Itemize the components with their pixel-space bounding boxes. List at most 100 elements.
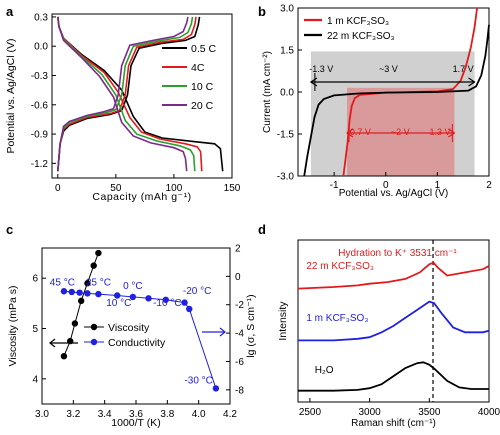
window-label-mid: ~2 V xyxy=(391,127,410,137)
x-tick-label: 2500 xyxy=(299,407,322,418)
data-point xyxy=(90,262,97,269)
x-axis-label: Capacity (mAh g⁻¹) xyxy=(92,191,191,203)
data-point xyxy=(84,280,91,287)
x-tick-label: 3500 xyxy=(418,407,441,418)
series-label: 1 m KCF₃SO₃ xyxy=(306,313,368,324)
data-point xyxy=(60,352,68,360)
y-tick-label: 6 xyxy=(32,274,38,285)
x-tick-label: 4.2 xyxy=(223,409,237,420)
series-line xyxy=(298,300,490,342)
panel-label-d: d xyxy=(258,222,266,237)
data-point xyxy=(76,289,83,296)
axis-pointer-head xyxy=(219,327,226,337)
series-line-charge xyxy=(57,16,197,172)
x-tick-label: 100 xyxy=(166,183,183,194)
data-point xyxy=(186,305,193,313)
x-tick-label: 3.8 xyxy=(160,409,174,420)
data-point xyxy=(162,296,169,303)
x-axis-label: 1000/T (K) xyxy=(111,417,160,429)
plot-frame xyxy=(297,239,490,403)
window-label-high: 1.3 V xyxy=(429,127,450,137)
window-label-low: -0.7 V xyxy=(347,127,371,137)
temperature-annotation: 25 °C xyxy=(86,278,111,289)
series-line-discharge xyxy=(57,16,188,172)
series-line-charge xyxy=(57,16,201,172)
y-axis-label: Viscosity (mPa s) xyxy=(7,286,19,367)
y2-tick-label: -4 xyxy=(235,329,244,340)
y-tick-label: 0.3 xyxy=(34,12,48,23)
x-tick-label: 150 xyxy=(224,183,241,194)
x-axis-label: Potential vs. Ag/AgCl (V) xyxy=(339,188,449,199)
x-tick-label: 3.4 xyxy=(98,409,112,420)
legend-label: 20 C xyxy=(191,100,214,112)
panel-c-chart: 3.0 3.2 3.4 3.6 3.8 4.0 4.2 4 5 6 2 0 -2 -4 -6 -8 1000/T… xyxy=(7,244,257,430)
temperature-annotation: -20 °C xyxy=(183,286,211,297)
window-label-high: 1.7 V xyxy=(453,64,474,74)
legend-label: 1 m KCF₃SO₃ xyxy=(327,16,389,27)
y-tick-label: -3.0 xyxy=(277,172,295,183)
y2-tick-label: -8 xyxy=(235,385,244,396)
temperature-annotation: -10 °C xyxy=(153,298,181,309)
y-axis-label: Current (mA cm⁻²) xyxy=(262,51,273,133)
y-axis-label: Intensity xyxy=(277,301,289,341)
window-arrowhead-right xyxy=(468,77,476,87)
data-point xyxy=(212,385,220,392)
data-point xyxy=(95,290,102,298)
series-label: 22 m KCF₃SO₃ xyxy=(306,261,374,272)
temperature-annotation: 10 °C xyxy=(106,298,131,309)
window-arrowhead-right xyxy=(448,128,456,138)
x-tick-label: -1 xyxy=(330,180,339,191)
legend-label: 22 m KCF₃SO₃ xyxy=(327,31,395,42)
window-arrowhead-left xyxy=(345,128,354,138)
series-line xyxy=(298,361,489,392)
x-tick-label: 3.6 xyxy=(129,409,143,420)
legend-label: Viscosity xyxy=(108,322,150,334)
legend-label: 10 C xyxy=(191,81,214,93)
series-line-charge xyxy=(57,16,194,172)
data-point xyxy=(77,297,85,305)
x-tick-label: 0 xyxy=(383,180,389,191)
data-point xyxy=(84,290,91,297)
annotation-label: Hydration to K⁺ 3531 cm⁻¹ xyxy=(338,248,457,259)
window-label-low: -1.3 V xyxy=(309,64,333,74)
x-tick-label: 0 xyxy=(55,183,61,194)
panel-label-b: b xyxy=(258,4,266,19)
y-tick-label: 0.0 xyxy=(280,88,294,99)
x-tick-label: 4.0 xyxy=(192,409,206,420)
panel-label-a: a xyxy=(6,4,14,19)
y2-tick-label: -6 xyxy=(235,357,244,368)
y-tick-label: 0.0 xyxy=(34,42,48,53)
series-line-charge xyxy=(57,16,189,172)
y-tick-label: 5 xyxy=(32,324,38,335)
y-tick-label: -0.9 xyxy=(31,130,49,141)
axis-pointer-head xyxy=(49,338,56,348)
y2-tick-label: -2 xyxy=(235,300,244,311)
series-line xyxy=(297,261,490,290)
y-tick-label: -0.6 xyxy=(31,100,49,111)
panel-a-chart: 0 50 100 150 -1.2 -0.9 -0.6 -0.3 0.0 0.3 Capacity … xyxy=(5,12,241,203)
data-point xyxy=(71,320,79,327)
y2-tick-label: 2 xyxy=(235,244,241,255)
data-point xyxy=(181,299,188,306)
x-tick-label: 1 xyxy=(435,180,441,191)
temperature-annotation: 45 °C xyxy=(50,278,75,289)
x-tick-label: 50 xyxy=(110,183,122,194)
x-tick-label: 3.2 xyxy=(66,409,80,420)
x-tick-label: 4000 xyxy=(478,407,500,418)
panel-b-chart: -1 0 1 2 -3.0 -1.5 0.0 1.5 3.0 Potential vs. Ag/A… xyxy=(262,4,492,200)
data-point xyxy=(68,288,75,296)
y-tick-label: -1.2 xyxy=(31,159,49,170)
plot-frame xyxy=(51,13,233,179)
y-axis-label: Potential vs. Ag/AgCl (V) xyxy=(5,39,17,154)
legend-label: 0.5 C xyxy=(191,43,217,55)
y-tick-label: 3.0 xyxy=(280,4,294,15)
legend-marker xyxy=(90,338,98,346)
legend-label: Conductivity xyxy=(108,337,166,349)
y-tick-label: 1.5 xyxy=(280,46,294,57)
series-label: H₂O xyxy=(315,365,334,376)
temperature-annotation: -30 °C xyxy=(184,375,212,386)
panel-label-c: c xyxy=(6,222,13,237)
data-point xyxy=(95,249,102,257)
x-tick-label: 2 xyxy=(486,180,492,191)
